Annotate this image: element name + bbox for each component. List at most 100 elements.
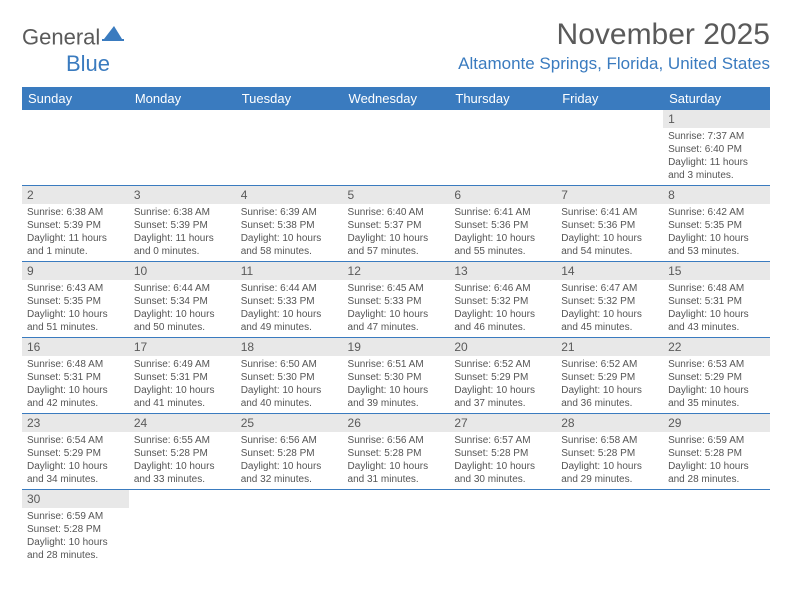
daylight: Daylight: 10 hours and 33 minutes. <box>134 460 231 486</box>
daylight: Daylight: 10 hours and 34 minutes. <box>27 460 124 486</box>
week-row: 16Sunrise: 6:48 AMSunset: 5:31 PMDayligh… <box>22 338 770 414</box>
col-friday: Friday <box>556 87 663 110</box>
day-cell <box>22 110 129 186</box>
col-thursday: Thursday <box>449 87 556 110</box>
sunset: Sunset: 5:28 PM <box>27 523 124 536</box>
sunrise: Sunrise: 6:47 AM <box>561 282 658 295</box>
col-monday: Monday <box>129 87 236 110</box>
daylight: Daylight: 10 hours and 54 minutes. <box>561 232 658 258</box>
day-info: Sunrise: 6:42 AMSunset: 5:35 PMDaylight:… <box>663 204 770 261</box>
day-cell: 30Sunrise: 6:59 AMSunset: 5:28 PMDayligh… <box>22 490 129 566</box>
sunrise: Sunrise: 6:45 AM <box>348 282 445 295</box>
day-info: Sunrise: 6:57 AMSunset: 5:28 PMDaylight:… <box>449 432 556 489</box>
day-number: 10 <box>129 262 236 280</box>
day-number: 3 <box>129 186 236 204</box>
daylight: Daylight: 10 hours and 29 minutes. <box>561 460 658 486</box>
daylight: Daylight: 10 hours and 50 minutes. <box>134 308 231 334</box>
day-info: Sunrise: 7:37 AMSunset: 6:40 PMDaylight:… <box>663 128 770 185</box>
day-number: 23 <box>22 414 129 432</box>
sunrise: Sunrise: 6:54 AM <box>27 434 124 447</box>
day-cell: 19Sunrise: 6:51 AMSunset: 5:30 PMDayligh… <box>343 338 450 414</box>
location: Altamonte Springs, Florida, United State… <box>458 54 770 74</box>
day-number: 4 <box>236 186 343 204</box>
daylight: Daylight: 10 hours and 45 minutes. <box>561 308 658 334</box>
day-number: 18 <box>236 338 343 356</box>
day-number: 15 <box>663 262 770 280</box>
day-number: 29 <box>663 414 770 432</box>
daylight: Daylight: 10 hours and 49 minutes. <box>241 308 338 334</box>
header-row: Sunday Monday Tuesday Wednesday Thursday… <box>22 87 770 110</box>
col-saturday: Saturday <box>663 87 770 110</box>
sunset: Sunset: 5:28 PM <box>348 447 445 460</box>
day-cell <box>343 490 450 566</box>
day-number: 20 <box>449 338 556 356</box>
day-info: Sunrise: 6:52 AMSunset: 5:29 PMDaylight:… <box>449 356 556 413</box>
day-cell: 24Sunrise: 6:55 AMSunset: 5:28 PMDayligh… <box>129 414 236 490</box>
sunrise: Sunrise: 6:43 AM <box>27 282 124 295</box>
day-number: 26 <box>343 414 450 432</box>
daylight: Daylight: 11 hours and 3 minutes. <box>668 156 765 182</box>
day-number: 16 <box>22 338 129 356</box>
day-cell: 14 Sunrise: 6:47 AMSunset: 5:32 PMDayligh… <box>556 262 663 338</box>
daylight: Daylight: 10 hours and 58 minutes. <box>241 232 338 258</box>
sunset: Sunset: 5:39 PM <box>27 219 124 232</box>
day-info: Sunrise: 6:38 AMSunset: 5:39 PMDaylight:… <box>129 204 236 261</box>
day-cell: 26Sunrise: 6:56 AMSunset: 5:28 PMDayligh… <box>343 414 450 490</box>
sunset: Sunset: 5:28 PM <box>668 447 765 460</box>
day-number: 13 <box>449 262 556 280</box>
daylight: Daylight: 10 hours and 31 minutes. <box>348 460 445 486</box>
day-cell: 13Sunrise: 6:46 AMSunset: 5:32 PMDayligh… <box>449 262 556 338</box>
sunset: Sunset: 5:33 PM <box>348 295 445 308</box>
day-cell: 27Sunrise: 6:57 AMSunset: 5:28 PMDayligh… <box>449 414 556 490</box>
day-cell: 21Sunrise: 6:52 AMSunset: 5:29 PMDayligh… <box>556 338 663 414</box>
day-number: 25 <box>236 414 343 432</box>
sunset: Sunset: 5:37 PM <box>348 219 445 232</box>
day-info: Sunrise: 6:59 AMSunset: 5:28 PMDaylight:… <box>22 508 129 565</box>
daylight: Daylight: 10 hours and 40 minutes. <box>241 384 338 410</box>
daylight: Daylight: 10 hours and 55 minutes. <box>454 232 551 258</box>
day-cell: 7Sunrise: 6:41 AMSunset: 5:36 PMDaylight… <box>556 186 663 262</box>
sunrise: Sunrise: 6:48 AM <box>27 358 124 371</box>
day-info: Sunrise: 6:48 AMSunset: 5:31 PMDaylight:… <box>22 356 129 413</box>
sunrise: Sunrise: 6:55 AM <box>134 434 231 447</box>
sunrise: Sunrise: 6:38 AM <box>134 206 231 219</box>
sunrise: Sunrise: 6:48 AM <box>668 282 765 295</box>
day-cell: 20Sunrise: 6:52 AMSunset: 5:29 PMDayligh… <box>449 338 556 414</box>
sunrise: Sunrise: 6:50 AM <box>241 358 338 371</box>
day-info: Sunrise: 6:44 AMSunset: 5:34 PMDaylight:… <box>129 280 236 337</box>
daylight: Daylight: 10 hours and 30 minutes. <box>454 460 551 486</box>
day-number: 7 <box>556 186 663 204</box>
day-cell: 3Sunrise: 6:38 AMSunset: 5:39 PMDaylight… <box>129 186 236 262</box>
sunrise: Sunrise: 6:42 AM <box>668 206 765 219</box>
day-cell: 23Sunrise: 6:54 AMSunset: 5:29 PMDayligh… <box>22 414 129 490</box>
sunset: Sunset: 5:32 PM <box>454 295 551 308</box>
sunset: Sunset: 5:32 PM <box>561 295 658 308</box>
sunrise: Sunrise: 6:40 AM <box>348 206 445 219</box>
daylight: Daylight: 10 hours and 37 minutes. <box>454 384 551 410</box>
day-number: 21 <box>556 338 663 356</box>
col-wednesday: Wednesday <box>343 87 450 110</box>
day-cell: 15Sunrise: 6:48 AMSunset: 5:31 PMDayligh… <box>663 262 770 338</box>
day-info: Sunrise: 6:41 AMSunset: 5:36 PMDaylight:… <box>556 204 663 261</box>
daylight: Daylight: 10 hours and 28 minutes. <box>27 536 124 562</box>
sunset: Sunset: 5:38 PM <box>241 219 338 232</box>
sunrise: Sunrise: 6:41 AM <box>454 206 551 219</box>
day-number: 11 <box>236 262 343 280</box>
sunset: Sunset: 5:30 PM <box>348 371 445 384</box>
logo: General Blue <box>22 24 124 77</box>
sunset: Sunset: 5:29 PM <box>668 371 765 384</box>
logo-text-blue: Blue <box>66 51 110 76</box>
daylight: Daylight: 11 hours and 1 minute. <box>27 232 124 258</box>
day-cell <box>556 490 663 566</box>
day-number: 9 <box>22 262 129 280</box>
day-info: Sunrise: 6:56 AMSunset: 5:28 PMDaylight:… <box>236 432 343 489</box>
sunset: Sunset: 5:28 PM <box>241 447 338 460</box>
sunset: Sunset: 5:33 PM <box>241 295 338 308</box>
day-number: 19 <box>343 338 450 356</box>
month-title: November 2025 <box>458 18 770 52</box>
day-number: 22 <box>663 338 770 356</box>
day-number: 14 <box>556 262 663 280</box>
day-cell: 17Sunrise: 6:49 AMSunset: 5:31 PMDayligh… <box>129 338 236 414</box>
sunset: Sunset: 5:28 PM <box>561 447 658 460</box>
daylight: Daylight: 10 hours and 39 minutes. <box>348 384 445 410</box>
